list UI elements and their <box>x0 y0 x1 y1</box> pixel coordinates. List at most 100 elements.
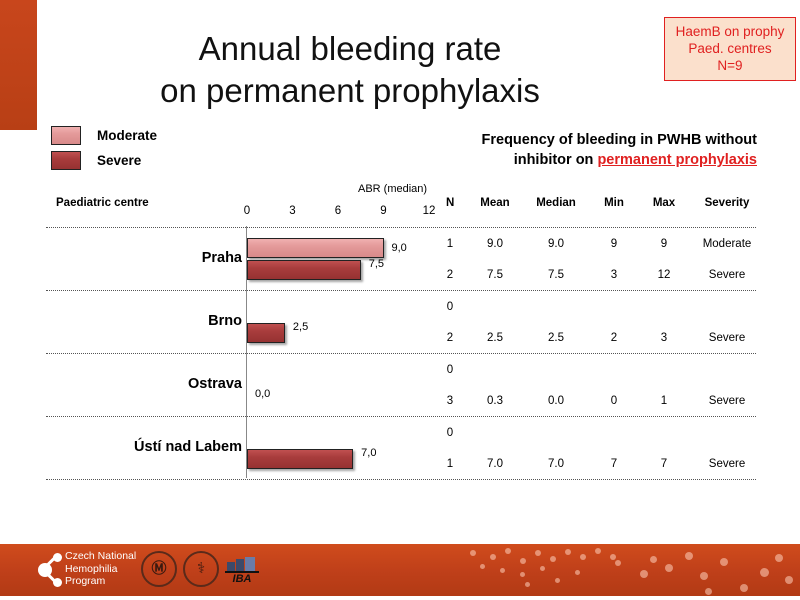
decorative-dot <box>740 584 748 592</box>
decorative-dot <box>525 582 530 587</box>
decorative-dot <box>760 568 769 577</box>
decorative-dot <box>540 566 545 571</box>
header-severity: Severity <box>704 197 750 209</box>
header-min: Min <box>604 197 624 209</box>
decorative-dot <box>480 564 485 569</box>
centre-label: Praha <box>201 250 242 266</box>
table-cell-median: 9.0 <box>548 238 564 250</box>
decorative-dot <box>490 554 496 560</box>
decorative-dot <box>550 556 556 562</box>
decorative-dot <box>575 570 580 575</box>
decorative-dot <box>470 550 476 556</box>
table-cell-n: 0 <box>446 427 454 439</box>
table-cell-max: 3 <box>660 332 668 344</box>
header-centre: Paediatric centre <box>56 197 149 209</box>
table-cell-mean: 7.0 <box>487 458 503 470</box>
bar-severe <box>247 449 354 469</box>
table-cell-n: 0 <box>446 364 454 376</box>
decorative-dot <box>520 572 525 577</box>
table-cell-mean: 7.5 <box>487 269 503 281</box>
table-cell-n: 3 <box>446 395 454 407</box>
x-tick-label: 3 <box>289 205 296 217</box>
legend-item-severe: Severe <box>51 148 157 173</box>
centre-label: Brno <box>208 313 242 329</box>
info-line-1: HaemB on prophy <box>675 24 785 39</box>
decorative-dot <box>615 560 621 566</box>
row-divider <box>46 227 756 228</box>
row-divider <box>46 290 756 291</box>
x-axis-title: ABR (median) <box>358 183 428 195</box>
footer-banner: Czech National Hemophilia Program Ⓜ ⚕ IB… <box>0 544 800 596</box>
table-cell-max: 12 <box>657 269 671 281</box>
table-cell-severity: Severe <box>708 332 746 344</box>
table-cell-median: 0.0 <box>548 395 564 407</box>
table-cell-severity: Moderate <box>702 238 752 250</box>
legend-swatch-severe <box>51 151 81 170</box>
table-cell-min: 2 <box>610 332 618 344</box>
title-line-2: on permanent prophylaxis <box>160 72 540 109</box>
subtitle-line-1: Frequency of bleeding in PWHB without <box>481 132 758 148</box>
decorative-dot <box>595 548 601 554</box>
table-cell-max: 1 <box>660 395 668 407</box>
decorative-dot <box>665 564 673 572</box>
table-cell-median: 7.0 <box>548 458 564 470</box>
table-cell-n: 1 <box>446 458 454 470</box>
header-mean: Mean <box>480 197 510 209</box>
info-line-3: N=9 <box>717 58 743 73</box>
table-cell-max: 7 <box>660 458 668 470</box>
x-tick-label: 9 <box>380 205 387 217</box>
decorative-dot <box>775 554 783 562</box>
decorative-dot <box>535 550 541 556</box>
x-tick-label: 0 <box>243 205 251 217</box>
legend-label: Severe <box>97 153 142 168</box>
table-cell-max: 9 <box>660 238 668 250</box>
y-axis-line <box>246 226 247 478</box>
bar-moderate <box>247 238 384 258</box>
info-box: HaemB on prophy Paed. centres N=9 <box>664 17 796 81</box>
decorative-dot <box>785 576 793 584</box>
table-cell-severity: Severe <box>708 395 746 407</box>
row-divider <box>46 479 756 480</box>
iba-label: IBA <box>225 571 259 585</box>
decorative-dot <box>700 572 708 580</box>
university-seal-icon: Ⓜ <box>141 551 177 587</box>
data-label: 7,0 <box>361 447 377 459</box>
decorative-dot <box>650 556 657 563</box>
decorative-dot <box>565 549 571 555</box>
table-cell-severity: Severe <box>708 269 746 281</box>
table-cell-min: 3 <box>610 269 618 281</box>
data-label: 0,0 <box>255 388 271 400</box>
row-divider <box>46 416 756 417</box>
table-cell-n: 0 <box>446 301 454 313</box>
decorative-dot <box>580 554 586 560</box>
slide-title: Annual bleeding rate on permanent prophy… <box>100 28 600 112</box>
accent-bar <box>0 0 37 130</box>
decorative-dot <box>685 552 693 560</box>
chart-subtitle: Frequency of bleeding in PWHB without in… <box>482 130 758 170</box>
subtitle-prefix: inhibitor on <box>513 152 598 168</box>
decorative-dot <box>720 558 728 566</box>
decorative-dot <box>640 570 648 578</box>
decorative-dot <box>705 588 712 595</box>
table-cell-n: 1 <box>446 238 454 250</box>
data-label: 2,5 <box>292 321 309 333</box>
table-cell-median: 7.5 <box>548 269 564 281</box>
table-cell-min: 9 <box>610 238 618 250</box>
table-cell-mean: 9.0 <box>487 238 503 250</box>
table-cell-min: 0 <box>610 395 618 407</box>
table-cell-n: 2 <box>446 332 454 344</box>
centre-label: Ostrava <box>187 376 242 392</box>
data-label: 9,0 <box>391 242 407 254</box>
subtitle-highlight: permanent prophylaxis <box>597 152 757 168</box>
org-name: Czech National Hemophilia Program <box>65 550 136 588</box>
medical-faculty-seal-icon: ⚕ <box>183 551 219 587</box>
org-name-line: Czech National <box>65 550 137 562</box>
data-label: 7,5 <box>368 258 385 270</box>
row-divider <box>46 353 756 354</box>
bar-severe <box>247 260 361 280</box>
bar-severe <box>247 323 285 343</box>
table-cell-n: 2 <box>446 269 454 281</box>
decorative-dot <box>500 568 505 573</box>
subtitle-line-2: inhibitor on permanent prophylaxis <box>482 150 757 170</box>
x-tick-label: 12 <box>422 205 436 217</box>
